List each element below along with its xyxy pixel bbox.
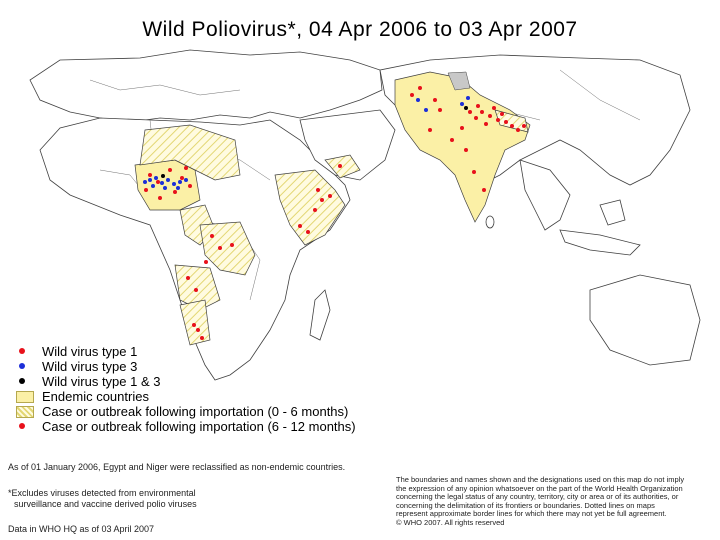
disclaimer-line: the expression of any opinion whatsoever…	[396, 483, 683, 493]
africa-landmass	[39, 117, 351, 381]
importation-countries	[139, 109, 529, 346]
endemic-countries	[134, 71, 531, 223]
case-dots-type1and3	[161, 106, 468, 178]
niger-chad-region	[139, 124, 241, 181]
red-dot-icon	[19, 423, 25, 429]
indonesia-landmass	[559, 229, 641, 256]
disclaimer-line: represent approximate border lines for w…	[396, 509, 667, 519]
australia-landmass	[589, 274, 701, 366]
hatch-swatch-icon	[16, 406, 34, 418]
endemic-swatch-icon	[16, 391, 34, 403]
disclaimer-line: © WHO 2007. All rights reserved	[396, 517, 505, 527]
data-source-note: Data in WHO HQ as of 03 April 2007	[8, 524, 155, 534]
legend-label: Case or outbreak following importation (…	[42, 404, 349, 419]
disclaimer-line: concerning the delimitation of its front…	[396, 500, 655, 510]
disputed-area	[447, 71, 471, 91]
black-dot-icon	[19, 378, 25, 384]
disclaimer-line: The boundaries and names shown and the d…	[396, 475, 685, 484]
borneo-landmass	[599, 199, 626, 226]
disclaimer-line: concerning the legal status of any count…	[396, 492, 679, 502]
blue-dot-icon	[19, 363, 25, 369]
southeast-asia-landmass	[519, 159, 571, 231]
reclassification-note: As of 01 January 2006, Egypt and Niger w…	[8, 462, 346, 472]
footnote-line-1: *Excludes viruses detected from environm…	[8, 488, 196, 498]
namibia-region	[179, 299, 211, 346]
angola-region	[174, 264, 221, 311]
legend-label: Endemic countries	[42, 389, 149, 404]
case-dots-type3	[143, 96, 470, 190]
disclaimer-block: The boundaries and names shown and the d…	[396, 475, 685, 528]
middle-east-landmass	[299, 109, 396, 181]
footnote-line-2: surveillance and vaccine derived polio v…	[14, 499, 197, 509]
legend-label: Wild virus type 3	[42, 359, 138, 374]
europe-landmass	[29, 49, 383, 123]
legend-label: Wild virus type 1 & 3	[42, 374, 161, 389]
map-title: Wild Poliovirus*, 04 Apr 2006 to 03 Apr …	[142, 18, 578, 41]
case-dots-type1	[144, 86, 526, 340]
ethiopia-region	[274, 169, 346, 246]
south-asia-region	[394, 71, 531, 223]
red-dot-icon	[19, 348, 25, 354]
yemen-region	[324, 154, 361, 179]
sri-lanka-landmass	[485, 215, 495, 229]
legend-label: Case or outbreak following importation (…	[42, 419, 356, 434]
legend-label: Wild virus type 1	[42, 344, 138, 359]
madagascar-landmass	[309, 289, 331, 341]
